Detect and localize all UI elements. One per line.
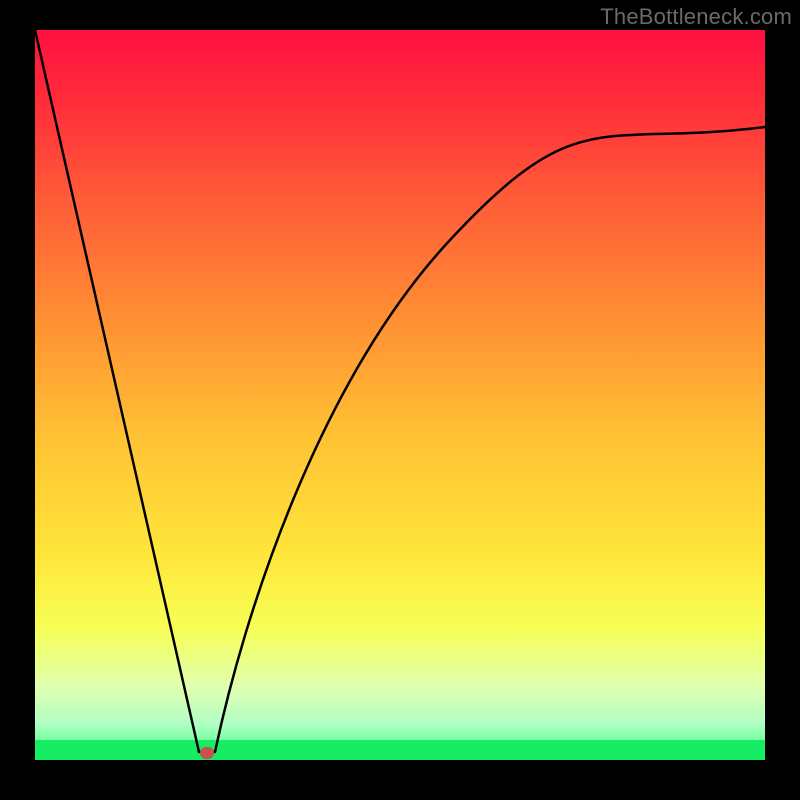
chart-stage: TheBottleneck.com (0, 0, 800, 800)
bottleneck-curve (0, 0, 800, 800)
watermark-text: TheBottleneck.com (600, 4, 792, 30)
optimum-marker (200, 747, 214, 759)
